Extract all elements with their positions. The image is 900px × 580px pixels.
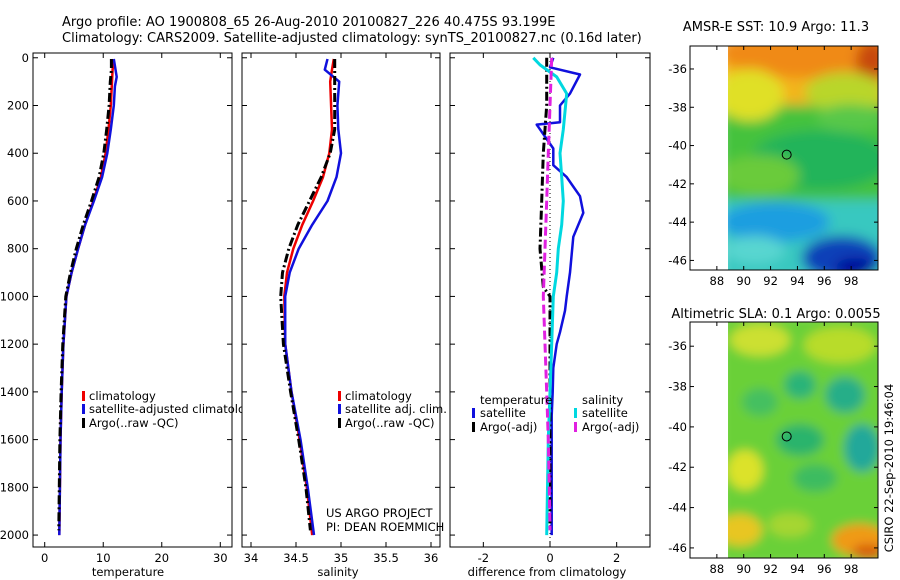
- y-tick-label: -46: [668, 541, 687, 555]
- legend-label: climatology: [345, 389, 412, 403]
- x-tick-label: 90: [736, 562, 751, 576]
- y-tick-label: 1600: [0, 433, 29, 447]
- x-tick-label: 88: [710, 274, 725, 288]
- y-tick-label: -40: [668, 139, 687, 153]
- x-tick-label: 96: [817, 274, 832, 288]
- x-tick-label: 36: [424, 551, 439, 565]
- temperature-profile-panel: temperature 0 10 20 30 0 200 400 600 800 1000 1200…: [0, 51, 259, 579]
- y-tick-label: -46: [668, 253, 687, 267]
- figure-title-line2: Climatology: CARS2009. Satellite-adjuste…: [62, 31, 642, 46]
- legend-label: satellite: [582, 406, 628, 420]
- x-tick-label: 98: [844, 274, 859, 288]
- legend-swatch: [82, 391, 85, 401]
- legend-swatch: [574, 408, 577, 418]
- y-tick-label: 1200: [0, 337, 29, 351]
- sst-map-title: AMSR-E SST: 10.9 Argo: 11.3: [683, 20, 869, 35]
- project-note: US ARGO PROJECT PI: DEAN ROEMMICH: [326, 506, 444, 534]
- legend-title-temperature: temperature: [480, 393, 552, 407]
- sst-map-panel: AMSR-E SST: 10.9 Argo: 11.3 88 90 92 94 96 98: [668, 20, 879, 288]
- y-tick-label: -44: [668, 215, 687, 229]
- y-tick-label: 2000: [0, 528, 29, 542]
- x-tick-label: 98: [844, 562, 859, 576]
- legend-swatch: [338, 404, 341, 414]
- salinity-profile-panel: salinity 34 34.5 35 35.5 36 climatologysatell…: [241, 52, 447, 579]
- sla-map-title: Altimetric SLA: 0.1 Argo: 0.0055: [671, 307, 880, 322]
- x-tick-label: 96: [817, 562, 832, 576]
- argo-float-marker: [781, 431, 792, 442]
- project-note-line2: PI: DEAN ROEMMICH: [326, 520, 444, 534]
- y-tick-label: 400: [7, 146, 29, 160]
- y-tick-label: 1800: [0, 480, 29, 494]
- legend-label: climatology: [89, 389, 156, 403]
- y-tick-label: 800: [7, 242, 29, 256]
- y-tick-label: 1000: [0, 289, 29, 303]
- series-line-argo_sal: [541, 57, 554, 531]
- difference-profile-panel: difference from climatology -2 0 2 temperat…: [449, 52, 651, 579]
- legend-swatch: [472, 422, 475, 432]
- y-tick-label: -36: [668, 339, 687, 353]
- x-tick-label: 0: [41, 551, 48, 565]
- map-frame: [689, 45, 879, 271]
- legend-swatch: [472, 408, 475, 418]
- figure-title-line1: Argo profile: AO 1900808_65 26-Aug-2010 …: [62, 15, 555, 30]
- legend-label: satellite adj. clim.: [345, 402, 447, 416]
- salinity-axis-label: salinity: [317, 565, 358, 579]
- plot-frame: [32, 52, 233, 548]
- map-frame: [689, 321, 879, 559]
- x-tick-label: 30: [213, 551, 228, 565]
- project-note-line1: US ARGO PROJECT: [326, 506, 434, 520]
- x-tick-label: 35: [334, 551, 349, 565]
- plot-frame: [241, 52, 441, 548]
- legend-label: Argo(..raw -QC): [89, 416, 179, 430]
- legend-swatch: [338, 418, 341, 428]
- temperature-axis-label: temperature: [92, 565, 164, 579]
- x-tick-label: 90: [736, 274, 751, 288]
- legend-label: Argo(..raw -QC): [345, 416, 435, 430]
- x-tick-label: -2: [478, 551, 489, 565]
- y-tick-label: -44: [668, 501, 687, 515]
- legend-swatch: [338, 391, 341, 401]
- legend-label: Argo(-adj): [480, 420, 537, 434]
- y-tick-label: -38: [668, 100, 687, 114]
- series-line-sat: [535, 57, 585, 536]
- legend-label: Argo(-adj): [582, 420, 639, 434]
- sla-map-panel: Altimetric SLA: 0.1 Argo: 0.0055 88 90 92 9: [668, 307, 880, 576]
- series-line-sat_sal: [532, 56, 569, 536]
- series-line-sat: [58, 58, 118, 536]
- y-tick-label: -38: [668, 380, 687, 394]
- x-tick-label: 0: [546, 551, 553, 565]
- y-tick-label: 1400: [0, 385, 29, 399]
- x-tick-label: 2: [613, 551, 620, 565]
- y-tick-label: 200: [7, 99, 29, 113]
- y-tick-label: -40: [668, 420, 687, 434]
- legend-label: satellite: [480, 406, 526, 420]
- y-tick-label: 0: [22, 51, 29, 65]
- legend-swatch: [574, 422, 577, 432]
- x-tick-label: 88: [710, 562, 725, 576]
- x-tick-label: 94: [790, 562, 805, 576]
- x-tick-label: 10: [96, 551, 111, 565]
- x-tick-label: 34.5: [283, 551, 309, 565]
- x-tick-label: 94: [790, 274, 805, 288]
- x-tick-label: 20: [154, 551, 169, 565]
- y-tick-label: -42: [668, 177, 687, 191]
- legend-swatch: [82, 418, 85, 428]
- csiro-timestamp: CSIRO 22-Sep-2010 19:46:04: [882, 384, 896, 553]
- legend-title-salinity: salinity: [582, 393, 623, 407]
- x-tick-label: 34: [244, 551, 259, 565]
- legend-label: satellite-adjusted climatology: [89, 402, 259, 416]
- series-line-argo: [57, 59, 113, 531]
- difference-axis-label: difference from climatology: [468, 565, 627, 579]
- y-tick-label: 600: [7, 194, 29, 208]
- y-tick-label: -42: [668, 460, 687, 474]
- x-tick-label: 92: [763, 562, 778, 576]
- x-tick-label: 92: [763, 274, 778, 288]
- x-tick-label: 35.5: [373, 551, 399, 565]
- legend-swatch: [82, 404, 85, 414]
- series-line-argo: [538, 57, 552, 531]
- y-tick-label: -36: [668, 62, 687, 76]
- argo-float-marker: [781, 149, 792, 160]
- series-line-argo: [279, 59, 337, 531]
